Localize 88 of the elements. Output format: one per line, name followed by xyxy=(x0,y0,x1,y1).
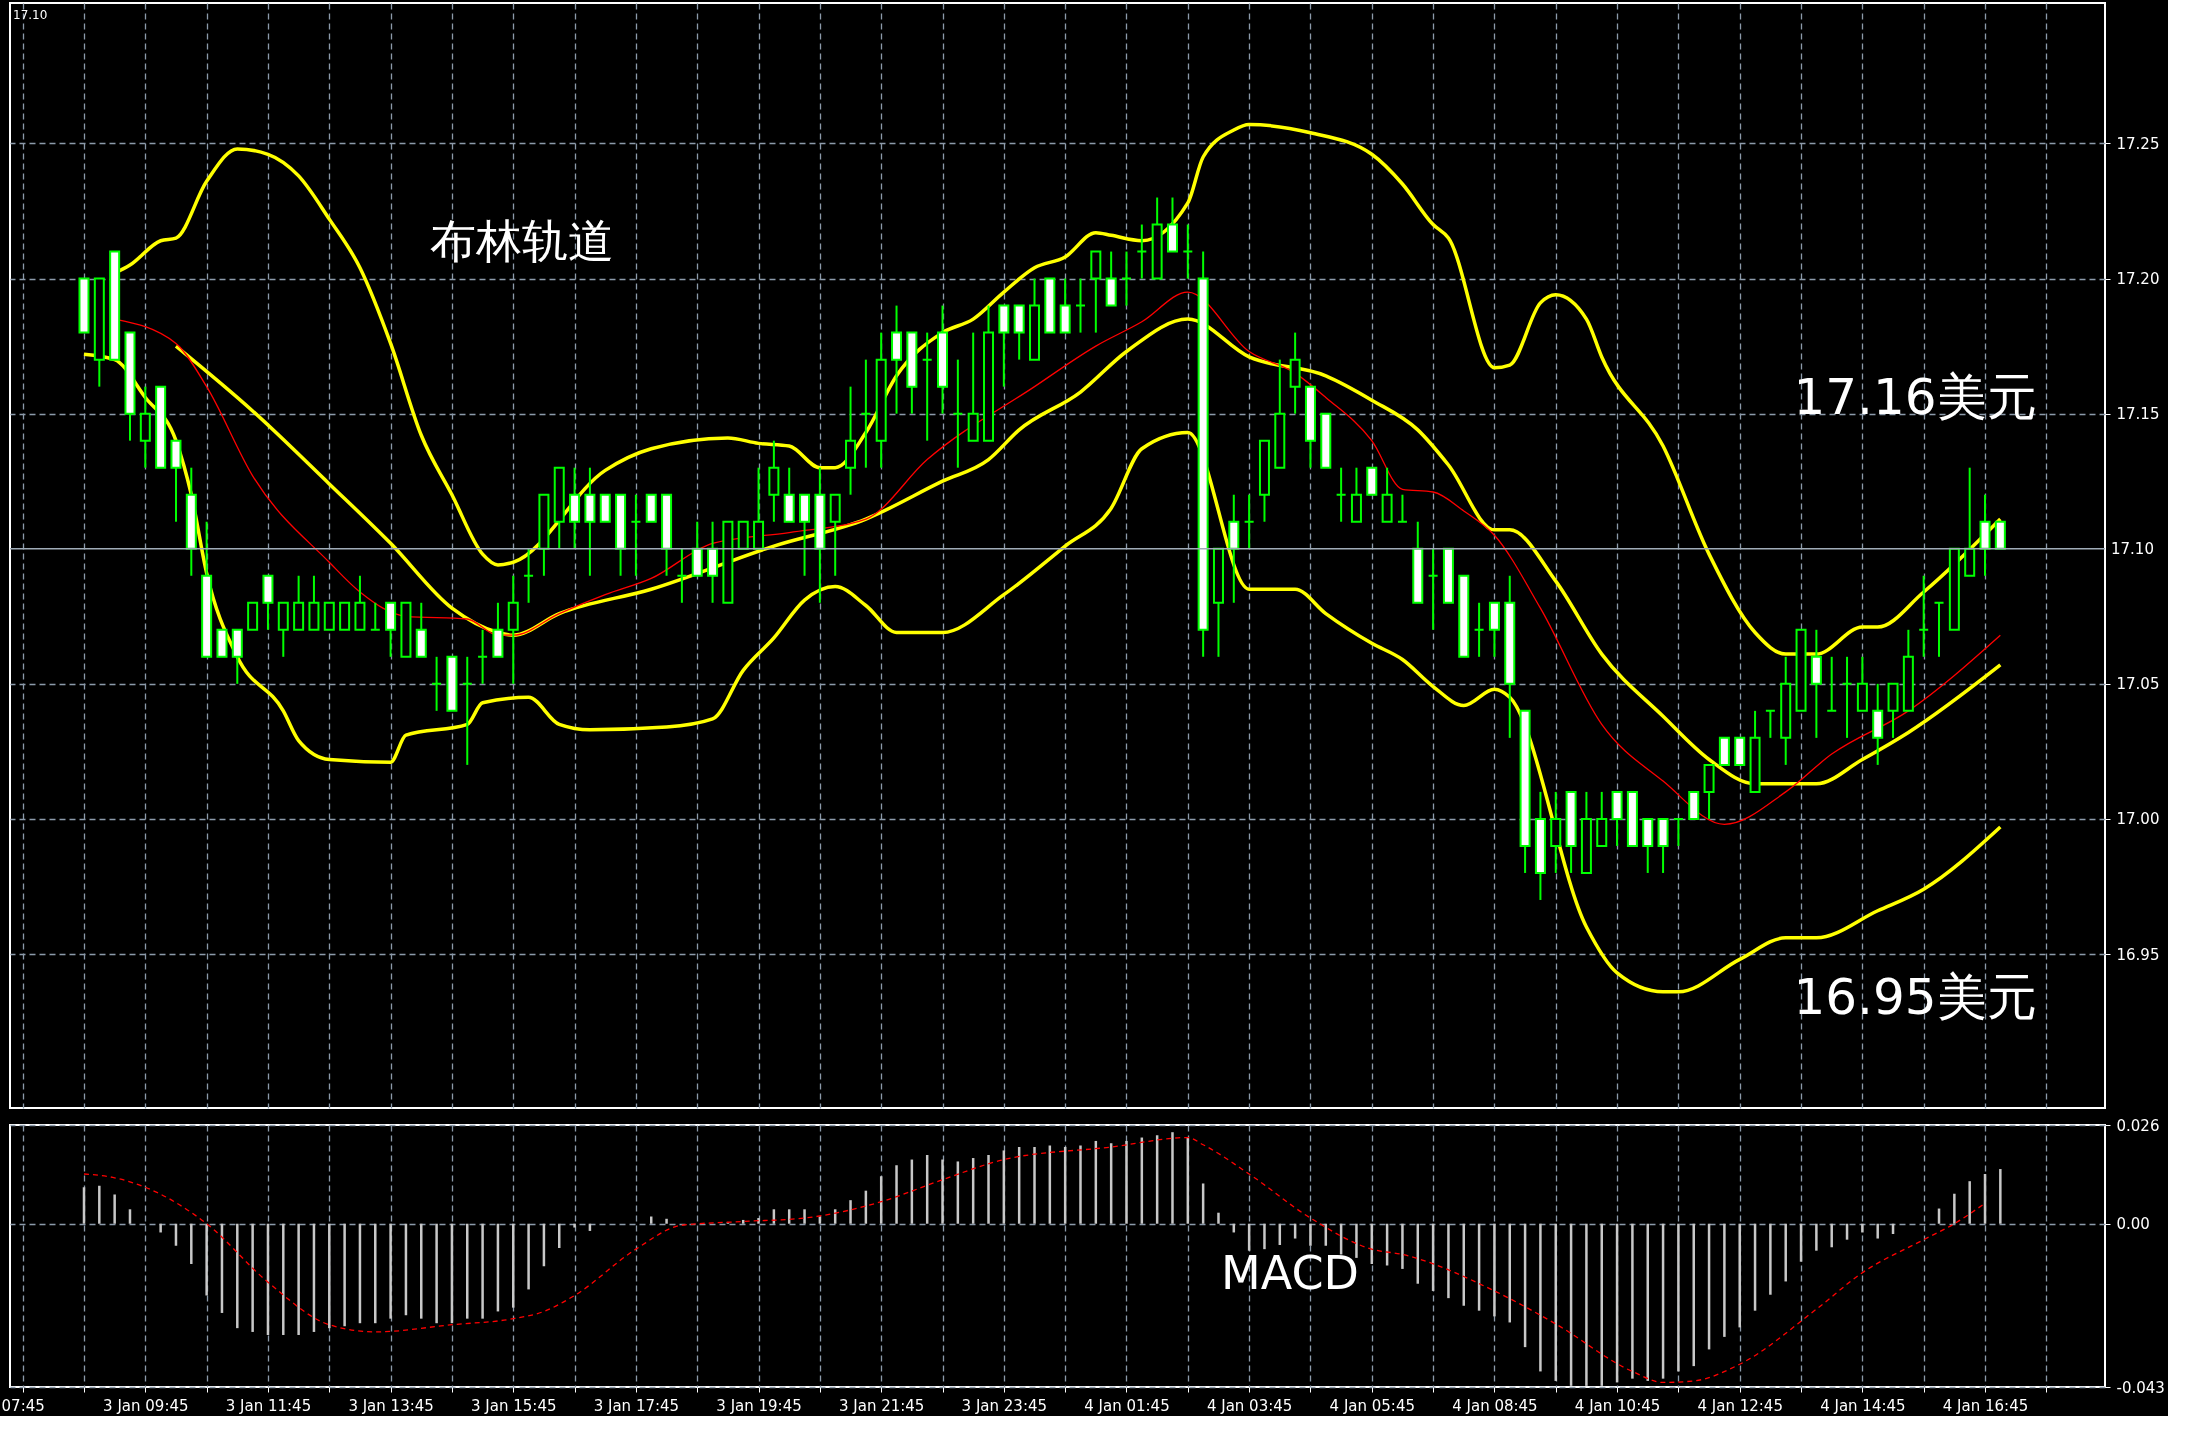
y-tick-label: 0.026 xyxy=(2116,1116,2160,1135)
y-tick-label: 17.00 xyxy=(2116,810,2160,829)
bar xyxy=(1784,1223,1787,1282)
bar xyxy=(1171,1132,1174,1224)
bar xyxy=(1815,1223,1818,1251)
bar xyxy=(1769,1223,1772,1295)
x-tick-label: 4 Jan 12:45 xyxy=(1697,1396,1783,1415)
bar xyxy=(251,1223,254,1332)
bar xyxy=(1968,1181,1971,1224)
annotation: 17.10 xyxy=(13,8,48,22)
x-tick-label: 4 Jan 08:45 xyxy=(1452,1396,1538,1415)
annotation: 布林轨道 xyxy=(430,214,614,268)
bar xyxy=(389,1223,392,1319)
bar xyxy=(1999,1169,2002,1224)
y-tick-label: 17.05 xyxy=(2116,675,2160,694)
bar xyxy=(435,1223,438,1324)
bar xyxy=(1876,1223,1879,1239)
annotation: MACD xyxy=(1221,1246,1359,1300)
bar xyxy=(1355,1223,1358,1258)
bar xyxy=(98,1185,101,1224)
line-series xyxy=(83,1136,1986,1384)
bar xyxy=(941,1159,944,1224)
bar xyxy=(374,1223,377,1324)
bar xyxy=(1585,1223,1588,1386)
bar xyxy=(849,1200,852,1224)
x-tick-label: 3 Jan 15:45 xyxy=(471,1396,557,1415)
bar xyxy=(1692,1223,1695,1367)
y-tick-label: 17.20 xyxy=(2116,270,2160,289)
x-tick-label: 4 Jan 16:45 xyxy=(1942,1396,2029,1415)
bar xyxy=(1539,1223,1542,1372)
x-tick-label: 4 Jan 03:45 xyxy=(1206,1396,1293,1415)
y-tick-label: -0.043 xyxy=(2116,1378,2165,1397)
x-tick-label: 3 Jan 09:45 xyxy=(103,1396,189,1415)
x-tick-label: 3 Jan 13:45 xyxy=(348,1396,434,1415)
bar xyxy=(527,1223,530,1290)
bar xyxy=(328,1223,331,1329)
x-tick-label: 4 Jan 14:45 xyxy=(1820,1396,1906,1415)
bar xyxy=(803,1209,806,1224)
bar xyxy=(1631,1223,1634,1379)
bar xyxy=(987,1155,990,1224)
y-tick-label: 17.15 xyxy=(2116,405,2160,424)
bar xyxy=(1677,1223,1680,1372)
bar xyxy=(1600,1223,1603,1386)
y-tick-label: 17.25 xyxy=(2116,134,2160,153)
bar xyxy=(1646,1223,1649,1381)
bar xyxy=(1125,1140,1128,1224)
x-tick-label: 3 Jan 17:45 xyxy=(593,1396,680,1415)
bar xyxy=(895,1165,898,1224)
bar xyxy=(1309,1223,1312,1246)
x-tick-label: 4 Jan 10:45 xyxy=(1574,1396,1661,1415)
bar xyxy=(159,1223,162,1233)
bar xyxy=(1738,1223,1741,1328)
bar xyxy=(573,1223,576,1228)
annotation: 16.95美元 xyxy=(1793,968,2037,1026)
bar xyxy=(1079,1145,1082,1224)
y-tick-label: 0.00 xyxy=(2116,1215,2150,1234)
ref-line-label: 17.10 xyxy=(2111,539,2154,558)
x-tick-label: 4 Jan 01:45 xyxy=(1084,1396,1170,1415)
bar xyxy=(481,1223,484,1319)
x-tick-label: 4 Jan 05:45 xyxy=(1329,1396,1415,1415)
bar xyxy=(1263,1223,1266,1250)
bar xyxy=(1033,1147,1036,1224)
y-tick-label: 16.95 xyxy=(2116,945,2160,964)
bar xyxy=(1953,1193,1956,1224)
bar xyxy=(1493,1223,1496,1317)
bar xyxy=(236,1223,239,1329)
bar xyxy=(190,1223,193,1264)
bar xyxy=(1447,1223,1450,1299)
bar xyxy=(113,1194,116,1224)
bar xyxy=(205,1223,208,1296)
bar xyxy=(665,1218,668,1224)
x-tick-label: 3 Jan 23:45 xyxy=(961,1396,1048,1415)
bar xyxy=(1861,1223,1864,1233)
bar xyxy=(1723,1223,1726,1337)
bar xyxy=(512,1223,515,1308)
bar xyxy=(282,1223,285,1335)
bar xyxy=(1830,1223,1833,1248)
bar xyxy=(1217,1212,1220,1224)
bar xyxy=(1401,1223,1404,1269)
x-tick-label: 3 Jan 19:45 xyxy=(716,1396,802,1415)
x-tick-label: 07:45 xyxy=(1,1396,45,1415)
x-tick-label: 3 Jan 21:45 xyxy=(838,1396,925,1415)
annotation: 17.16美元 xyxy=(1793,368,2037,426)
x-tick-label: 3 Jan 11:45 xyxy=(225,1396,312,1415)
bar xyxy=(297,1223,300,1335)
bar xyxy=(420,1223,423,1319)
bar xyxy=(466,1223,469,1319)
bar xyxy=(343,1223,346,1327)
